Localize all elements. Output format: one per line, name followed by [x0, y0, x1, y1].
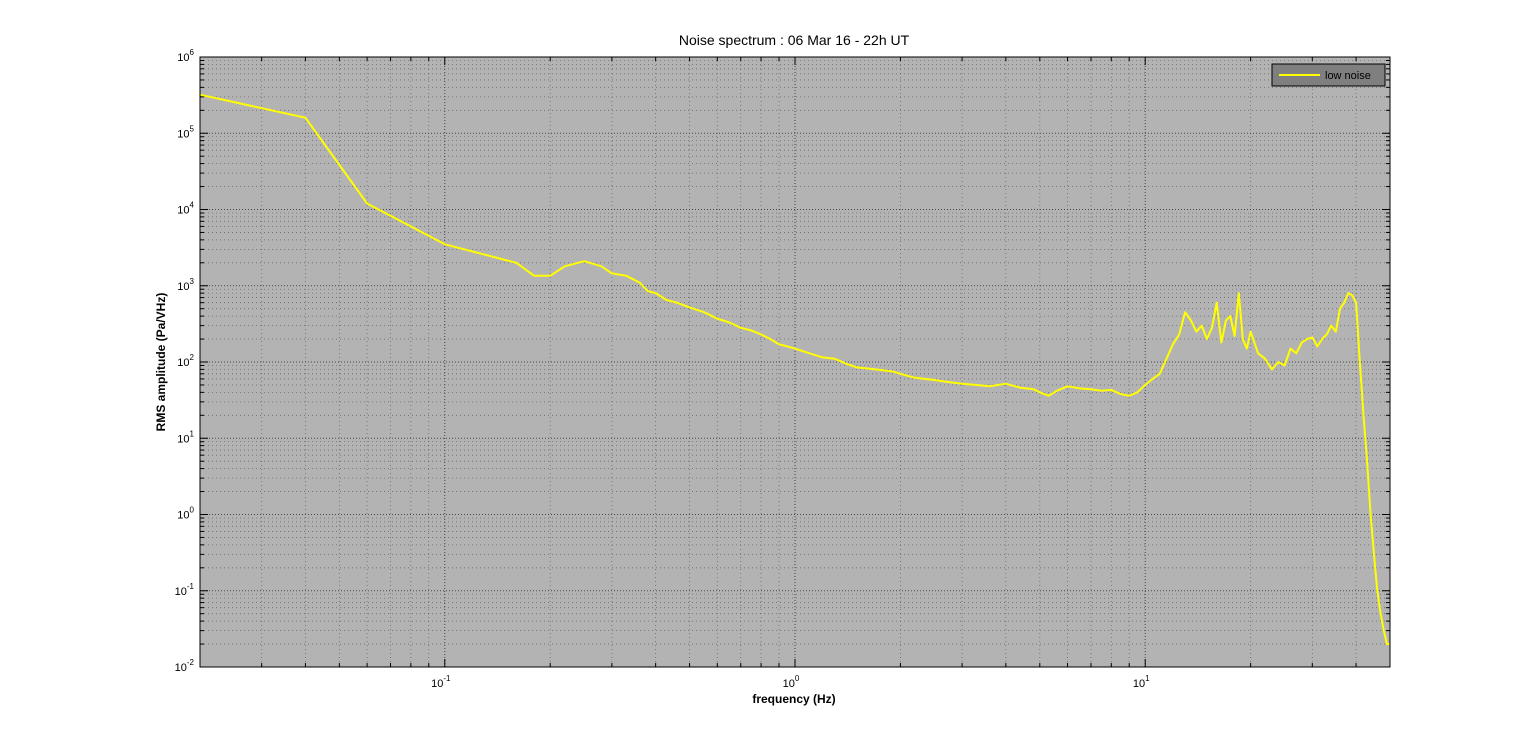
legend-label-low-noise: low noise [1325, 70, 1371, 82]
series-group [199, 93, 1390, 645]
x-tick-label: 10-1 [431, 674, 451, 690]
y-tick-label: 105 [177, 124, 194, 140]
legend-box [1271, 63, 1386, 87]
y-tick-labels: 10-2 10-1 100 101 102 103 104 105 106 [175, 48, 195, 674]
y-tick-label: 102 [177, 353, 194, 369]
y-tick-label: 10-2 [175, 658, 195, 674]
axis-ticks [199, 56, 1391, 668]
y-tick-label: 101 [177, 429, 194, 445]
plot-frame [199, 56, 1391, 668]
y-tick-label: 100 [177, 506, 194, 522]
y-tick-label: 103 [177, 277, 194, 293]
y-tick-label: 104 [177, 201, 194, 217]
y-tick-label: 106 [177, 48, 194, 64]
x-tick-label: 100 [783, 674, 800, 690]
legend: low noise [1271, 63, 1386, 87]
y-axis-label: RMS amplitude (Pa/VHz) [154, 293, 168, 432]
y-tick-label: 10-1 [175, 582, 195, 598]
chart-title: Noise spectrum : 06 Mar 16 - 22h UT [679, 32, 910, 48]
series-line-low-noise [199, 93, 1390, 645]
x-tick-labels: 10-1 100 101 [431, 674, 1150, 690]
x-tick-label: 101 [1133, 674, 1150, 690]
x-axis-label: frequency (Hz) [752, 692, 835, 706]
